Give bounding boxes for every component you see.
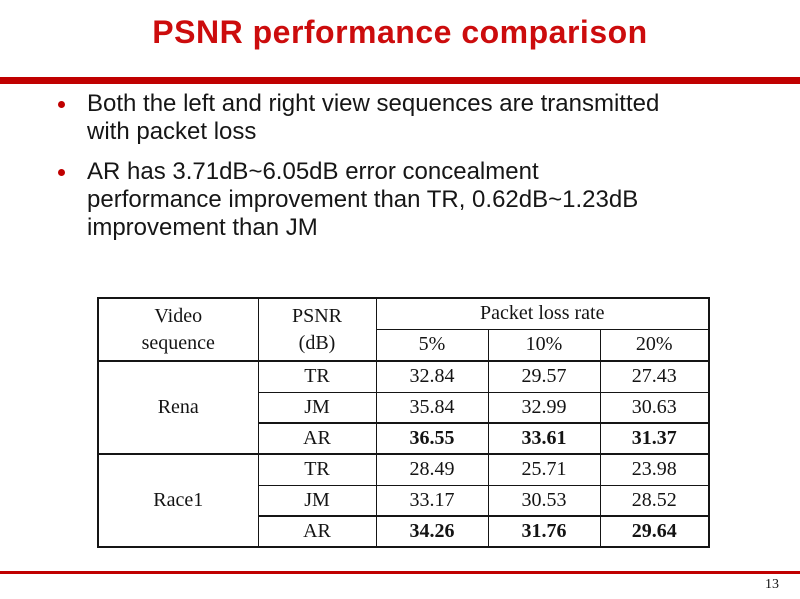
psnr-db-header-cell: PSNR (dB) [257,297,377,362]
loss-rate-header-cell: 10% [487,328,601,362]
value-cell: 35.84 [375,391,489,424]
table-row: Race1 TR 28.49 25.71 23.98 [97,453,710,548]
value-cell: 25.71 [487,453,601,486]
value-cell: 29.57 [487,360,601,393]
value-cell: 28.49 [375,453,489,486]
method-cell: TR [257,453,377,486]
bullet-item: AR has 3.71dB~6.05dB error concealment pe… [58,158,758,242]
bullet-line: performance improvement than TR, 0.62dB~… [87,186,639,213]
value-cell: 29.64 [599,515,710,548]
psnr-table-body: Video sequence PSNR (dB) Packet loss rate 5% 1… [97,297,710,548]
value-cell: 30.53 [487,484,601,517]
bullet-dot-icon [58,101,65,108]
sequence-cell: Race1 [97,453,259,548]
value-cell: 36.55 [375,422,489,455]
value-cell: 31.37 [599,422,710,455]
table-header-row: Video sequence PSNR (dB) Packet loss rate [97,297,710,362]
value-cell: 31.76 [487,515,601,548]
bullet-line: Both the left and right view sequences a… [87,90,660,117]
loss-rate-header-cell: 20% [599,328,710,362]
method-cell: AR [257,422,377,455]
page-number: 13 [765,577,779,592]
bullet-line: with packet loss [87,118,257,145]
psnr-db-header-cell-line: (dB) [298,331,336,354]
method-cell: AR [257,515,377,548]
footer-rule [0,571,800,574]
sequence-cell: Rena [97,360,259,455]
psnr-table: Video sequence PSNR (dB) Packet loss rate 5% 1… [97,297,710,548]
value-cell: 33.61 [487,422,601,455]
value-cell: 28.52 [599,484,710,517]
bullet-dot-icon [58,169,65,176]
bullet-item: Both the left and right view sequences a… [58,90,758,146]
table-row: Rena TR 32.84 29.57 27.43 [97,360,710,455]
value-cell: 27.43 [599,360,710,393]
value-cell: 34.26 [375,515,489,548]
table-row: AR 36.55 33.61 31.37 [98,422,710,455]
method-cell: JM [257,484,377,517]
video-sequence-header-cell: Video sequence [97,297,259,362]
slide-title: PSNR performance comparison [152,14,648,50]
bullet-line: improvement than JM [87,214,318,241]
video-sequence-header-cell-line: sequence [141,331,215,354]
psnr-db-header-cell-line: PSNR [291,304,343,327]
table-row: JM 33.17 30.53 28.52 [98,484,710,517]
method-cell: JM [257,391,377,424]
title-rule [0,77,800,84]
bullet-list: Both the left and right view sequences a… [58,90,758,254]
table-row: JM 35.84 32.99 30.63 [98,391,710,424]
bullet-line: AR has 3.71dB~6.05dB error concealment [87,158,539,185]
loss-rate-header-cell: 5% [375,328,489,362]
value-cell: 30.63 [599,391,710,424]
bullet-text: AR has 3.71dB~6.05dB error concealment pe… [87,158,638,242]
video-sequence-header-cell-line: Video [154,304,203,327]
table-row: AR 34.26 31.76 29.64 [98,515,710,548]
value-cell: 23.98 [599,453,710,486]
value-cell: 32.84 [375,360,489,393]
method-cell: TR [257,360,377,393]
packet-loss-rate-header-cell: Packet loss rate [375,297,710,330]
value-cell: 32.99 [487,391,601,424]
table-subheader-row: 5% 10% 20% [98,328,710,362]
value-cell: 33.17 [375,484,489,517]
bullet-text: Both the left and right view sequences a… [87,90,659,146]
